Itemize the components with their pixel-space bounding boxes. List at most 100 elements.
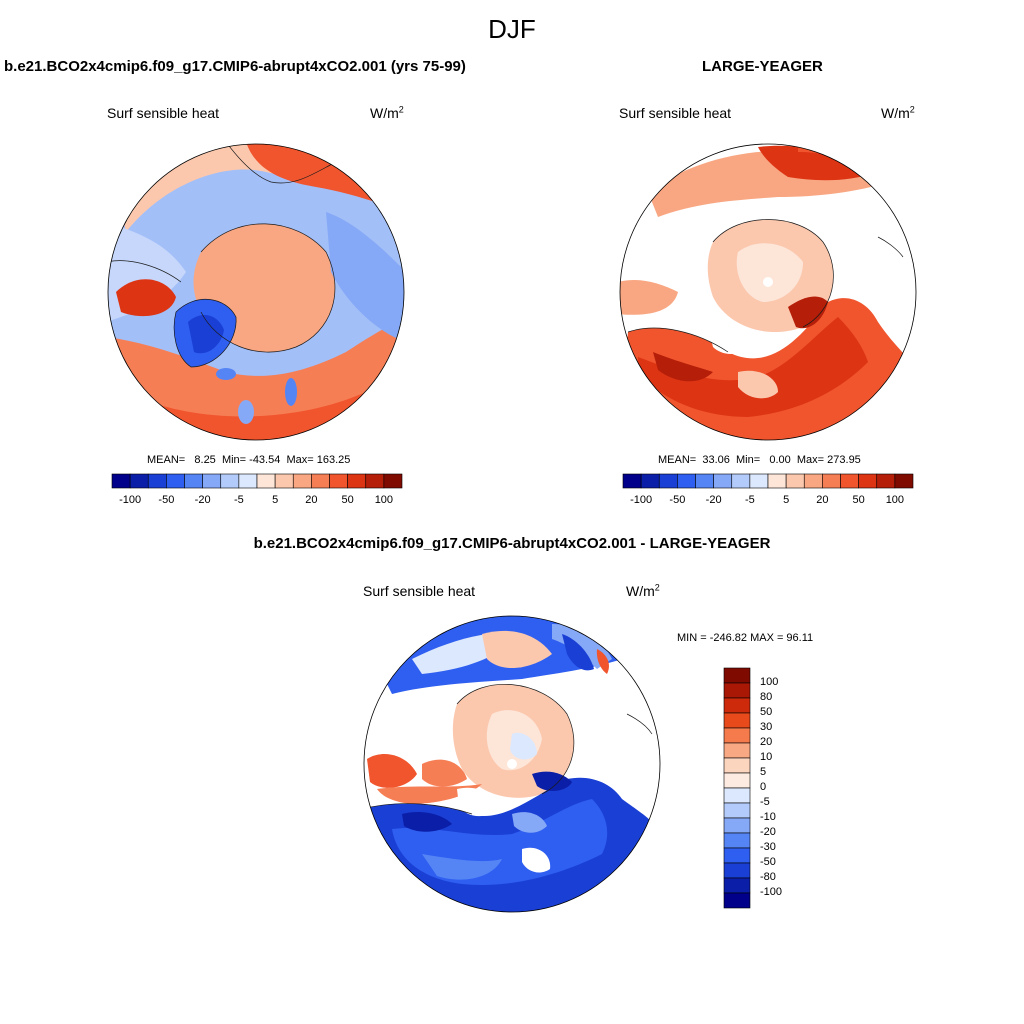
colorbar-tick-label: -10 <box>760 811 776 823</box>
panel-diff-units: W/m2 <box>626 582 660 599</box>
colorbar-swatch <box>723 877 751 894</box>
colorbar-swatch <box>129 473 149 489</box>
colorbar-tick-label: 100 <box>374 494 394 506</box>
panel-obs-stats: MEAN= 33.06 Min= 0.00 Max= 273.95 <box>658 454 861 466</box>
colorbar-swatch <box>311 473 330 489</box>
colorbar-swatch <box>723 862 751 879</box>
colorbar-tick-label: -5 <box>760 796 770 808</box>
colorbar-swatch <box>658 473 678 489</box>
colorbar-tick-label: -5 <box>744 494 755 506</box>
colorbar-swatch <box>329 473 348 489</box>
panel-model-colorbar-ticks: -100 -50 -20 -5 5 20 50 100 <box>112 494 402 508</box>
colorbar-swatch <box>723 847 751 864</box>
colorbar-swatch <box>723 892 751 909</box>
colorbar-swatch <box>822 473 841 489</box>
colorbar-tick-label: 100 <box>760 676 779 688</box>
figure-title: DJF <box>488 14 536 44</box>
colorbar-swatch <box>677 473 696 489</box>
colorbar-swatch <box>767 473 787 489</box>
colorbar-swatch <box>695 473 714 489</box>
panel-diff-colorbar-ticks: 100 80 50 30 20 10 5 0 -5 -10 -20 -30 -50 -80 -100 <box>760 668 820 908</box>
colorbar-swatch <box>166 473 185 489</box>
colorbar-tick-label: -50 <box>760 856 776 868</box>
panel-obs-colorbar <box>622 473 914 489</box>
panel-obs-colorbar-ticks: -100 -50 -20 -5 5 20 50 100 <box>623 494 913 508</box>
colorbar-swatch <box>365 473 385 489</box>
colorbar-swatch <box>723 742 751 759</box>
colorbar-swatch <box>256 473 276 489</box>
panel-obs-units: W/m2 <box>881 104 915 121</box>
colorbar-swatch <box>347 473 367 489</box>
colorbar-tick-label: 20 <box>816 494 829 506</box>
colorbar-swatch <box>723 817 751 834</box>
colorbar-swatch <box>292 473 312 489</box>
colorbar-swatch <box>622 473 642 489</box>
colorbar-swatch <box>731 473 751 489</box>
colorbar-tick-label: -100 <box>630 494 653 506</box>
colorbar-tick-label: -30 <box>760 841 776 853</box>
colorbar-tick-label: -100 <box>760 886 783 898</box>
colorbar-swatch <box>876 473 896 489</box>
colorbar-swatch <box>723 667 751 684</box>
colorbar-swatch <box>238 473 258 489</box>
colorbar-swatch <box>202 473 222 489</box>
colorbar-swatch <box>723 712 751 729</box>
colorbar-tick-label: 10 <box>760 751 773 763</box>
colorbar-tick-label: 5 <box>783 494 790 506</box>
colorbar-tick-label: 50 <box>852 494 865 506</box>
panel-model-colorbar <box>111 473 403 489</box>
panel-model-polar-map <box>107 143 405 441</box>
colorbar-swatch <box>723 757 751 774</box>
colorbar-tick-label: -20 <box>760 826 776 838</box>
colorbar-swatch <box>723 787 751 804</box>
colorbar-tick-label: -20 <box>705 494 722 506</box>
colorbar-tick-label: -20 <box>194 494 211 506</box>
colorbar-swatch <box>184 473 203 489</box>
panel-model-variable-label: Surf sensible heat <box>107 105 220 121</box>
colorbar-tick-label: 5 <box>760 766 767 778</box>
colorbar-tick-label: -5 <box>233 494 244 506</box>
colorbar-tick-label: 50 <box>760 706 773 718</box>
colorbar-swatch <box>749 473 769 489</box>
panel-diff-polar-map <box>363 615 661 913</box>
panel-model-header: b.e21.BCO2x4cmip6.f09_g17.CMIP6-abrupt4x… <box>4 58 466 75</box>
panel-obs-header: LARGE-YEAGER <box>702 58 823 75</box>
colorbar-tick-label: -50 <box>158 494 175 506</box>
panel-diff-header: b.e21.BCO2x4cmip6.f09_g17.CMIP6-abrupt4x… <box>253 535 771 552</box>
colorbar-tick-label: -100 <box>119 494 142 506</box>
colorbar-swatch <box>147 473 167 489</box>
colorbar-swatch <box>803 473 823 489</box>
panel-model-stats: MEAN= 8.25 Min= -43.54 Max= 163.25 <box>147 454 351 466</box>
colorbar-swatch <box>723 727 751 744</box>
panel-model-units: W/m2 <box>370 104 404 121</box>
colorbar-tick-label: 80 <box>760 691 773 703</box>
colorbar-swatch <box>894 473 914 489</box>
colorbar-tick-label: -80 <box>760 871 776 883</box>
colorbar-swatch <box>220 473 240 489</box>
panel-obs-variable-label: Surf sensible heat <box>619 105 732 121</box>
panel-diff-minmax: MIN = -246.82 MAX = 96.11 <box>677 632 814 644</box>
colorbar-tick-label: 0 <box>760 781 767 793</box>
colorbar-swatch <box>383 473 403 489</box>
panel-diff-variable-label: Surf sensible heat <box>363 583 476 599</box>
colorbar-swatch <box>723 682 751 699</box>
panel-obs-polar-map <box>619 143 917 441</box>
colorbar-swatch <box>723 832 751 849</box>
colorbar-tick-label: 30 <box>760 721 773 733</box>
colorbar-tick-label: 100 <box>885 494 905 506</box>
colorbar-tick-label: 5 <box>272 494 279 506</box>
colorbar-tick-label: 50 <box>341 494 354 506</box>
colorbar-swatch <box>858 473 878 489</box>
colorbar-tick-label: 20 <box>760 736 773 748</box>
colorbar-swatch <box>723 802 751 819</box>
colorbar-swatch <box>723 772 751 789</box>
colorbar-swatch <box>640 473 660 489</box>
colorbar-tick-label: 20 <box>305 494 318 506</box>
colorbar-tick-label: -50 <box>669 494 686 506</box>
colorbar-swatch <box>713 473 733 489</box>
colorbar-swatch <box>840 473 859 489</box>
colorbar-swatch <box>723 697 751 714</box>
colorbar-swatch <box>111 473 131 489</box>
colorbar-swatch <box>274 473 294 489</box>
colorbar-swatch <box>785 473 805 489</box>
